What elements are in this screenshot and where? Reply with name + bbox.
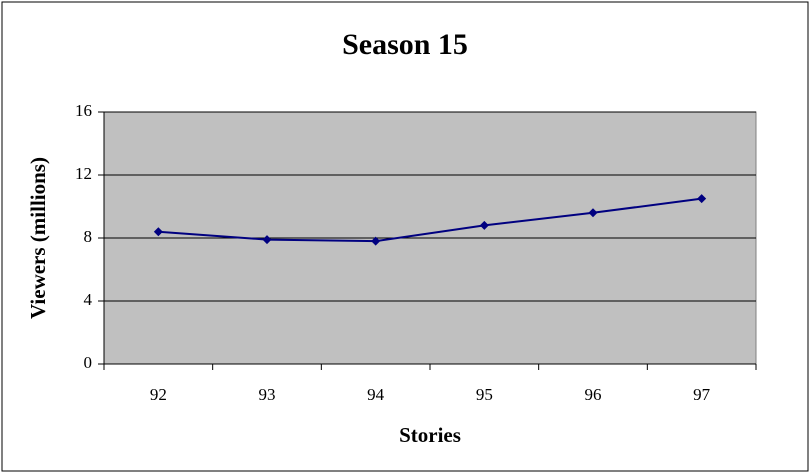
data-point [588,208,598,218]
x-tick-label: 95 [476,385,493,404]
chart-title: Season 15 [342,28,468,61]
y-axis-label: Viewers (millions) [26,157,50,319]
y-tick-label: 4 [84,290,93,309]
x-axis-label: Stories [399,423,461,447]
data-point [479,220,489,230]
x-tick-label: 92 [150,385,167,404]
x-tick-label: 96 [585,385,602,404]
data-point [371,236,381,246]
x-tick-label: 93 [259,385,276,404]
y-tick-label: 0 [84,353,93,372]
data-point [697,194,707,204]
y-tick-label: 16 [75,101,92,120]
series-line [158,197,702,243]
data-point [262,235,272,245]
y-tick-label: 8 [84,227,93,246]
x-tick-label: 97 [693,385,711,404]
data-point [153,227,163,237]
x-tick-label: 94 [367,385,385,404]
y-tick-label: 12 [75,164,92,183]
